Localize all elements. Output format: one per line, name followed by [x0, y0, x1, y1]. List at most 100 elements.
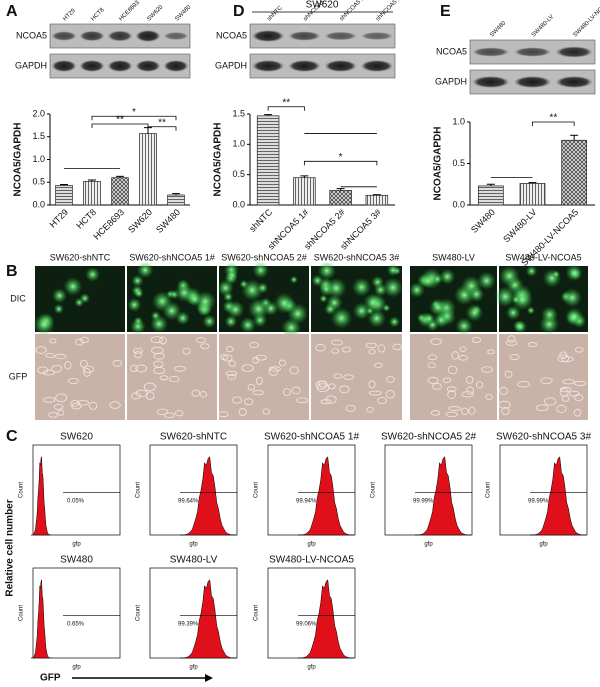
blot-row-label: GAPDH: [215, 60, 247, 70]
y-tick-label: 1.0: [32, 154, 45, 164]
phase-cell: [133, 347, 143, 354]
phase-cell: [269, 366, 281, 372]
gate-percent: 99.39%: [178, 621, 199, 627]
phase-cell: [175, 410, 184, 417]
phase-cell: [461, 407, 469, 415]
cell: [256, 282, 269, 294]
bar: [477, 185, 504, 206]
phase-cell: [461, 391, 474, 398]
blot-band: [555, 46, 593, 58]
cell: [526, 306, 536, 315]
bar: [365, 194, 389, 206]
significance-bracket: [91, 115, 177, 121]
y-axis-label: NCOA5/GAPDH: [433, 127, 444, 201]
phase-cell: [430, 338, 442, 346]
significance-label: **: [282, 97, 290, 108]
significance-label: **: [158, 117, 166, 128]
phase-cell: [222, 354, 233, 362]
histogram-frame: [32, 444, 121, 536]
phase-cell: [153, 360, 164, 368]
cell: [330, 307, 353, 329]
phase-cell: [53, 404, 64, 410]
cell: [468, 286, 485, 303]
y-tick-label: 0.5: [452, 158, 465, 168]
phase-cell: [249, 342, 260, 348]
cell: [53, 303, 64, 315]
cell: [439, 268, 456, 285]
significance-bracket: [267, 106, 305, 111]
phase-cell: [368, 349, 376, 355]
phase-cell: [562, 379, 575, 385]
phase-cell: [75, 338, 84, 346]
phase-cell: [498, 400, 511, 409]
phase-cell: [174, 366, 187, 372]
bar: [293, 177, 316, 206]
gate-percent: 99.06%: [296, 621, 317, 627]
phase-cell: [377, 344, 386, 353]
phase-cell: [561, 356, 574, 363]
x-axis-label: GFP: [40, 673, 61, 684]
y-tick-label: 1.0: [452, 116, 465, 126]
bar: [167, 194, 185, 206]
phase-cell: [574, 380, 587, 386]
blot-band: [513, 47, 552, 57]
phase-cell: [135, 364, 148, 373]
phase-cell: [451, 351, 459, 360]
cell: [498, 265, 520, 287]
blot-band: [51, 31, 77, 41]
histogram-frame: [499, 444, 588, 536]
histogram-frame: [384, 444, 473, 536]
phase-cell: [448, 406, 461, 411]
x-tick-label: HCT8: [74, 207, 98, 231]
phase-cell: [225, 370, 238, 376]
histogram-peak: [179, 579, 237, 659]
gate-percent: 99.99%: [413, 498, 434, 504]
blot-band: [79, 60, 105, 72]
cell: [63, 277, 83, 296]
phase-cell: [331, 339, 343, 346]
phase-cell: [574, 394, 584, 402]
arrow-head: [205, 674, 213, 682]
cell: [33, 313, 55, 336]
phase-cell: [368, 380, 376, 389]
histogram-peak: [179, 456, 237, 536]
histogram-title: SW620-shNTC: [160, 432, 227, 443]
cell: [241, 279, 263, 301]
cell: [130, 318, 146, 335]
phase-cell: [331, 348, 339, 354]
phase-cell: [509, 354, 520, 360]
phase-cell: [153, 352, 165, 360]
cell: [239, 316, 257, 334]
cell: [455, 317, 473, 335]
panel-label: B: [6, 263, 18, 280]
axis-y-title: Count: [254, 605, 260, 621]
cell: [494, 286, 516, 308]
y-axis-label: Relative cell number: [5, 499, 16, 596]
axis-x-title: gfp: [72, 665, 81, 671]
phase-cell: [163, 412, 175, 418]
histogram-title: SW480-LV: [170, 555, 218, 566]
phase-cell: [200, 343, 210, 350]
row-label: DIC: [10, 293, 26, 303]
phase-cell: [42, 369, 56, 376]
blot-band: [163, 31, 189, 41]
axis-x-title: gfp: [307, 542, 316, 548]
phase-cell: [427, 376, 439, 384]
cell: [465, 303, 484, 322]
axis-x-title: gfp: [539, 542, 548, 548]
cell: [85, 266, 101, 282]
phase-cell: [57, 409, 65, 416]
phase-cell: [561, 395, 570, 402]
axis-y-title: Count: [19, 482, 25, 498]
phase-cell: [339, 385, 350, 394]
phase-cell: [150, 336, 164, 344]
cell: [127, 297, 142, 312]
gate-percent: 99.64%: [178, 498, 199, 504]
phase-cell: [427, 362, 436, 369]
phase-cell: [447, 390, 456, 399]
y-axis-label: NCOA5/GAPDH: [13, 123, 24, 197]
lane-label: SW480-LV: [531, 14, 555, 38]
lane-label: SW620: [146, 4, 165, 23]
blot-band: [288, 31, 321, 41]
histogram-peak: [529, 456, 587, 536]
